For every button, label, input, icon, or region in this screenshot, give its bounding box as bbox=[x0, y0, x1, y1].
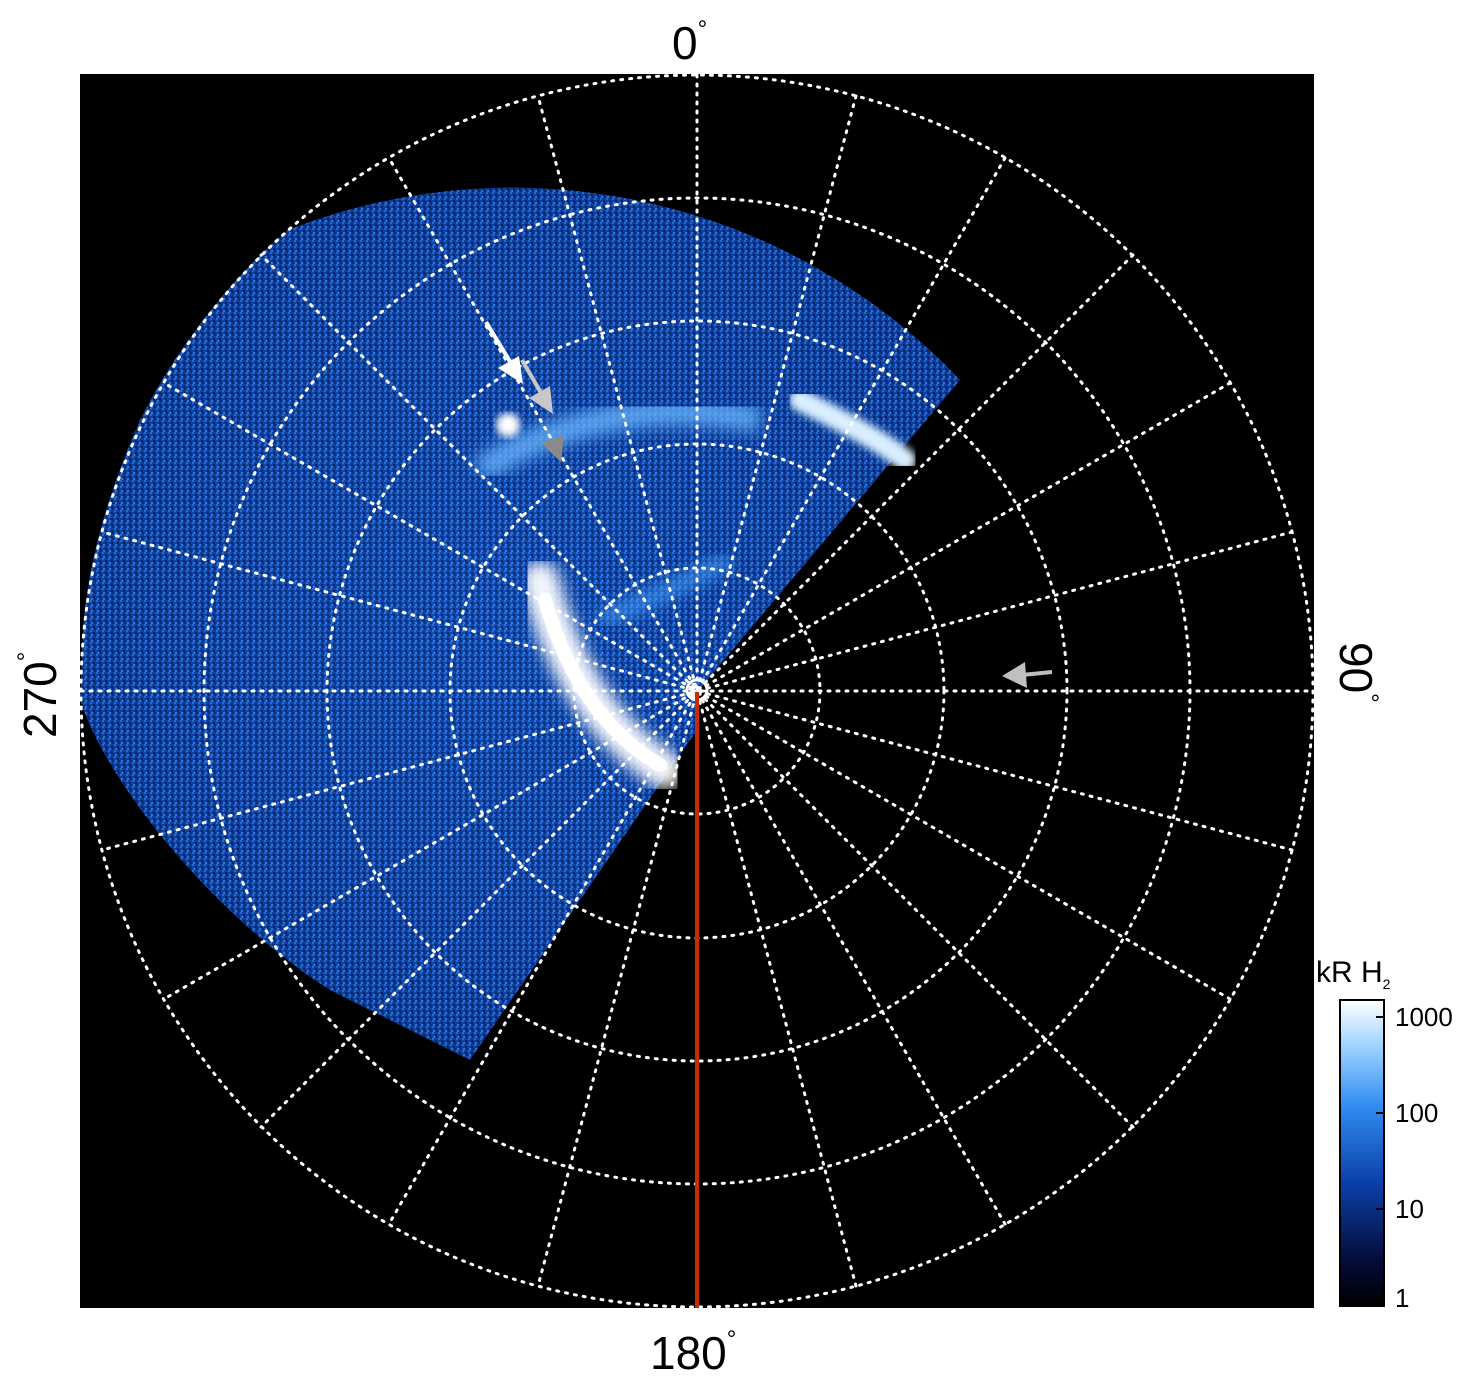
colorbar-tick-label: 10 bbox=[1395, 1194, 1424, 1224]
angle-value: 90 bbox=[1330, 642, 1382, 694]
angle-value: 270 bbox=[14, 661, 66, 738]
colorbar-title-subscript: 2 bbox=[1382, 976, 1391, 992]
colorbar-tick-label: 1000 bbox=[1395, 1002, 1453, 1032]
arrow-annotations bbox=[484, 320, 1053, 688]
angle-value: 180 bbox=[650, 1327, 727, 1379]
arrow-white bbox=[484, 320, 523, 384]
degree-symbol: ° bbox=[13, 651, 40, 662]
arrow-right-side bbox=[1002, 662, 1053, 688]
angle-label-180: 180° bbox=[650, 1326, 737, 1379]
colorbar-tick-label: 100 bbox=[1395, 1098, 1439, 1128]
colorbar-ticks bbox=[1376, 1016, 1384, 1306]
colorbar-tick-label: 1 bbox=[1395, 1283, 1410, 1313]
angle-label-0: 0° bbox=[672, 16, 708, 69]
angle-label-90: 90° bbox=[1330, 642, 1383, 703]
angle-value: 0 bbox=[672, 17, 698, 69]
degree-symbol: ° bbox=[726, 1326, 737, 1353]
angle-label-270: 270° bbox=[13, 651, 66, 738]
colorbar-title-text: kR H bbox=[1316, 956, 1383, 989]
degree-symbol: ° bbox=[697, 16, 708, 43]
colorbar bbox=[1339, 999, 1385, 1307]
colorbar-title: kR H2 bbox=[1316, 956, 1390, 992]
arrow-gray bbox=[541, 435, 564, 462]
arrow-light-gray bbox=[520, 359, 553, 414]
degree-symbol: ° bbox=[1356, 693, 1383, 703]
